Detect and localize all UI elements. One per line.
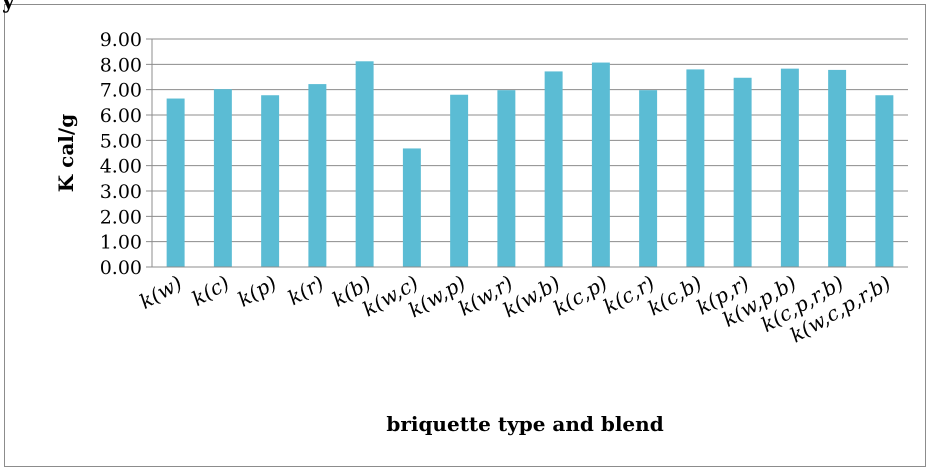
bar <box>213 89 232 267</box>
bar <box>402 148 421 267</box>
y-tick-label: 1.00 <box>100 232 142 254</box>
x-tick-label: k(w) <box>135 271 186 314</box>
bar <box>875 95 894 268</box>
x-axis-title: briquette type and blend <box>386 412 663 436</box>
bar <box>828 69 847 267</box>
y-axis-title: K cal/g <box>54 114 78 192</box>
bar <box>261 95 280 268</box>
x-axis: k(w) k(c) k(p) k(r) k(b)k(w,c)k(w,p)k(w,r)k(… <box>135 266 908 347</box>
y-tick-label: 7.00 <box>100 80 142 102</box>
bar <box>686 69 705 268</box>
y-tick-label: 9.00 <box>100 29 142 51</box>
bars <box>166 61 894 268</box>
bar <box>733 77 752 267</box>
y-tick-label: 3.00 <box>100 181 142 203</box>
x-tick-label: k(c) <box>188 271 234 311</box>
y-tick-label: 6.00 <box>100 105 142 127</box>
corner-text-fragment: y <box>2 0 15 14</box>
y-tick-label: 8.00 <box>100 54 142 76</box>
x-tick-label: k(p) <box>234 271 281 312</box>
y-tick-label: 5.00 <box>100 130 142 152</box>
bar <box>639 90 658 267</box>
bar <box>166 98 185 268</box>
bar <box>308 84 327 268</box>
bar <box>450 94 469 267</box>
x-tick-label: k(r) <box>284 271 328 310</box>
bar <box>497 90 516 267</box>
y-axis: 0.00 1.00 2.00 3.00 4.00 5.00 6.00 7.00 8.00 9.00 <box>100 29 153 279</box>
bar <box>591 62 610 268</box>
bar <box>780 68 799 267</box>
bar <box>355 61 374 267</box>
y-tick-label: 0.00 <box>100 257 142 279</box>
bar <box>544 71 563 267</box>
y-tick-label: 2.00 <box>100 206 142 228</box>
y-tick-label: 4.00 <box>100 156 142 178</box>
